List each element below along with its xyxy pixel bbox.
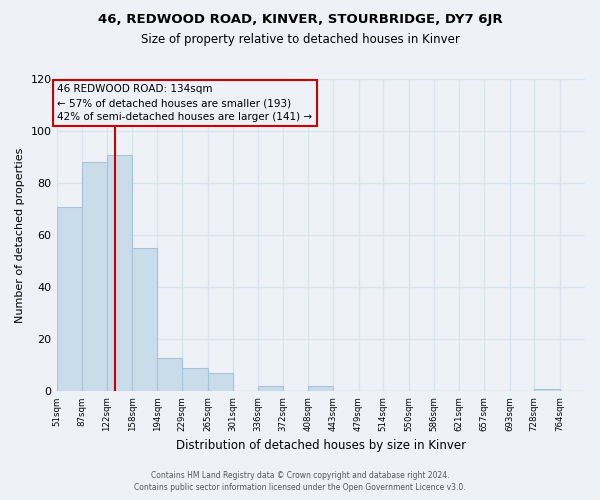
Text: 46, REDWOOD ROAD, KINVER, STOURBRIDGE, DY7 6JR: 46, REDWOOD ROAD, KINVER, STOURBRIDGE, D…: [98, 12, 502, 26]
Bar: [107, 154, 132, 392]
Bar: [534, 389, 560, 392]
Bar: [182, 368, 208, 392]
Text: 46 REDWOOD ROAD: 134sqm
← 57% of detached houses are smaller (193)
42% of semi-d: 46 REDWOOD ROAD: 134sqm ← 57% of detache…: [57, 84, 313, 122]
Bar: [257, 386, 283, 392]
Bar: [56, 206, 82, 392]
Bar: [208, 373, 233, 392]
Bar: [82, 162, 107, 392]
Text: Size of property relative to detached houses in Kinver: Size of property relative to detached ho…: [140, 32, 460, 46]
Text: Contains HM Land Registry data © Crown copyright and database right 2024.
Contai: Contains HM Land Registry data © Crown c…: [134, 471, 466, 492]
Bar: [157, 358, 182, 392]
Y-axis label: Number of detached properties: Number of detached properties: [15, 148, 25, 323]
Bar: [132, 248, 157, 392]
X-axis label: Distribution of detached houses by size in Kinver: Distribution of detached houses by size …: [176, 440, 466, 452]
Bar: [308, 386, 333, 392]
